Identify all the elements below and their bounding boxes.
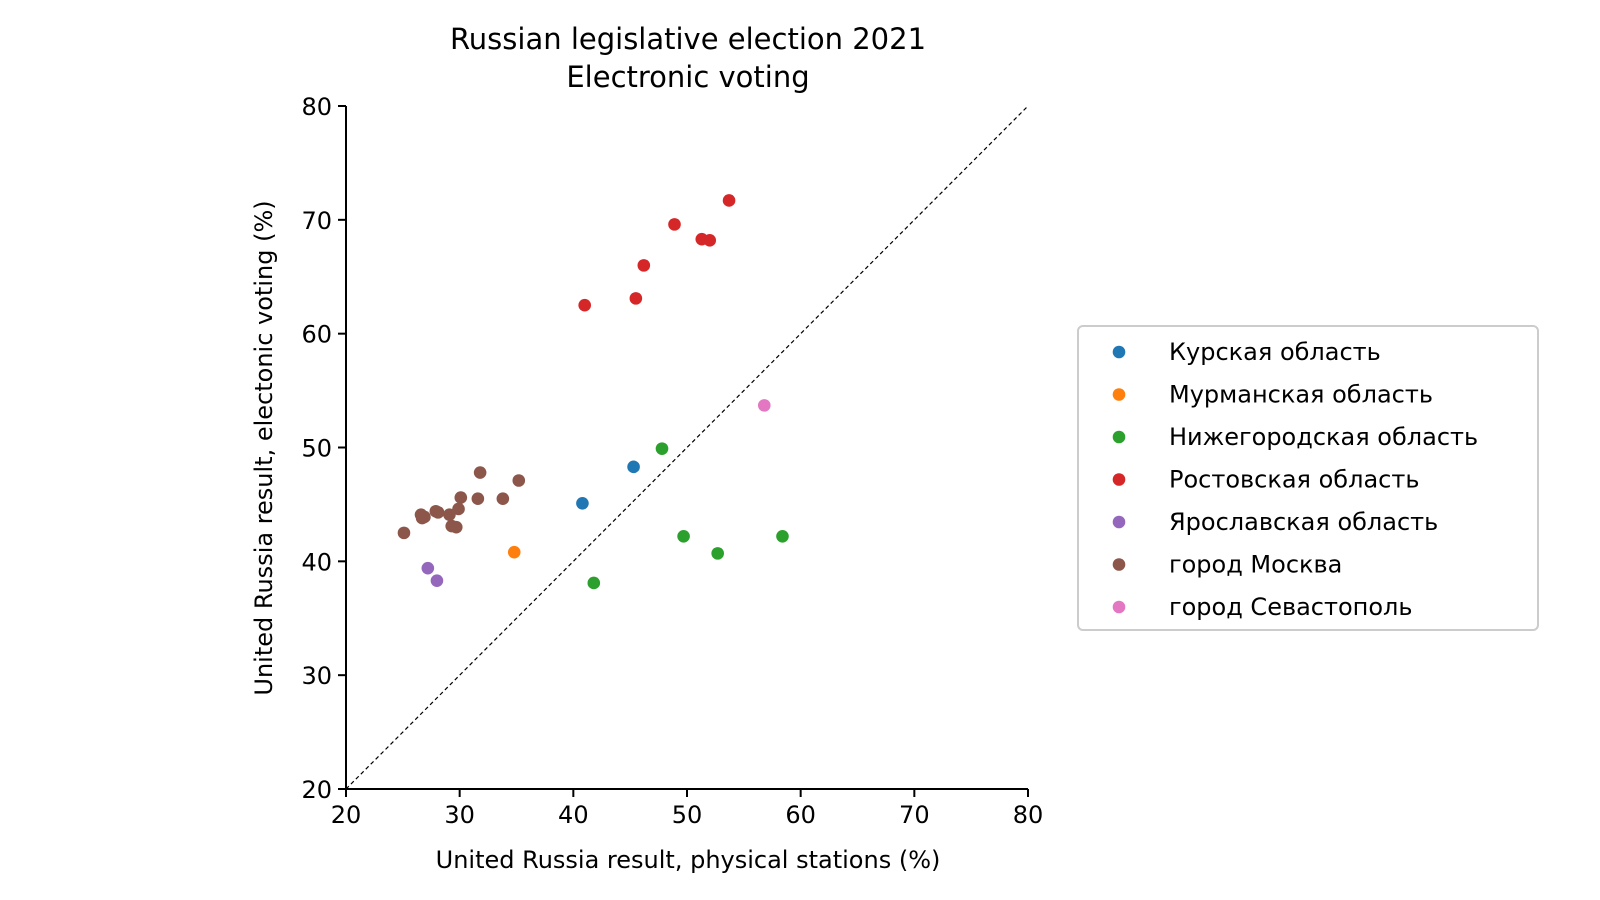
legend-marker	[1112, 345, 1126, 359]
data-point	[711, 547, 724, 560]
y-tick-label: 30	[301, 662, 332, 690]
data-point	[627, 460, 640, 474]
y-tick-label: 60	[301, 321, 332, 349]
x-axis-ticks: 20 30 40 50 60 70 80	[331, 789, 1044, 829]
data-point	[443, 508, 456, 521]
data-point	[722, 194, 736, 207]
data-point	[454, 491, 468, 504]
x-axis-label: United Russia result, physical stations …	[436, 846, 941, 874]
legend-label: Нижегородская область	[1169, 423, 1478, 451]
data-point	[452, 502, 465, 516]
data-point	[578, 298, 591, 312]
x-tick-label: 80	[1013, 801, 1044, 829]
legend-marker	[1112, 558, 1126, 571]
data-point	[496, 492, 510, 506]
x-tick-label: 50	[672, 801, 703, 829]
data-point	[637, 259, 651, 272]
y-tick-label: 40	[301, 548, 332, 576]
data-point	[471, 492, 485, 506]
data-point	[776, 529, 789, 543]
x-tick-label: 20	[331, 801, 362, 829]
legend-label: Ростовская область	[1169, 466, 1419, 494]
legend-label: город Москва	[1169, 551, 1342, 579]
legend-marker	[1112, 515, 1126, 529]
data-point	[449, 520, 463, 534]
legend-label: Мурманская область	[1169, 381, 1433, 409]
data-point	[473, 466, 487, 479]
x-tick-label: 60	[785, 801, 816, 829]
y-tick-label: 70	[301, 207, 332, 235]
legend-label: Курская область	[1169, 338, 1381, 366]
data-point	[629, 292, 643, 305]
plot-area: 20 30 40 50 60 70 80 20 30 40 50 60 70 80	[301, 93, 1043, 829]
data-point	[587, 576, 601, 590]
data-point	[431, 506, 445, 519]
x-tick-label: 70	[899, 801, 930, 829]
y-axis-ticks: 20 30 40 50 60 70 80	[301, 93, 346, 804]
data-point	[512, 474, 526, 487]
legend-marker	[1112, 388, 1126, 401]
identity-reference-line	[345, 105, 1029, 790]
data-point	[421, 561, 435, 575]
data-point	[507, 545, 521, 559]
legend: Курская область Мурманская область Нижегор…	[1077, 325, 1539, 631]
legend-label: город Севастополь	[1169, 593, 1413, 621]
data-point	[677, 529, 690, 543]
legend-box	[1077, 325, 1539, 631]
data-point	[415, 511, 429, 525]
data-point	[757, 399, 771, 412]
y-tick-label: 80	[301, 93, 332, 121]
legend-marker	[1112, 600, 1126, 614]
legend-marker	[1112, 473, 1126, 486]
data-point	[430, 574, 444, 587]
legend-items: Курская область Мурманская область Нижегор…	[1112, 338, 1478, 621]
data-point	[655, 442, 669, 455]
chart-subtitle: Electronic voting	[566, 60, 809, 94]
legend-marker	[1112, 430, 1126, 444]
y-axis-label: United Russia result, electonic voting (…	[250, 200, 278, 695]
x-tick-label: 30	[444, 801, 475, 829]
data-point	[703, 234, 717, 247]
y-tick-label: 20	[301, 776, 332, 804]
legend-label: Ярославская область	[1169, 508, 1438, 536]
y-tick-label: 50	[301, 435, 332, 463]
data-point	[397, 526, 411, 540]
x-tick-label: 40	[558, 801, 589, 829]
data-point	[668, 218, 681, 231]
data-points	[397, 194, 789, 590]
data-point	[576, 496, 589, 510]
chart-title: Russian legislative election 2021	[450, 22, 926, 56]
